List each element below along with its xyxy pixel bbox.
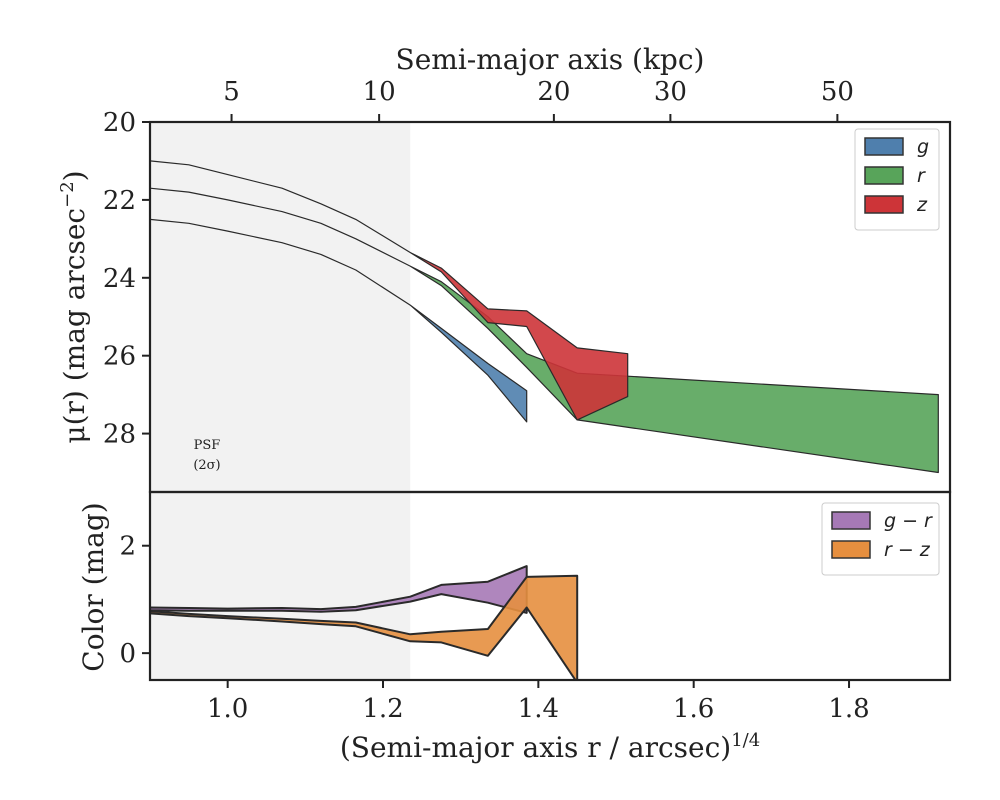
kpc-tick-label: 20 bbox=[537, 77, 570, 107]
y-axis-title-superscript: −2 bbox=[57, 181, 78, 208]
x-axis-title-main: (Semi-major axis r / arcsec) bbox=[340, 731, 731, 764]
color-y-tick-label: 0 bbox=[119, 639, 136, 669]
legend-label-r-z: r − z bbox=[884, 539, 931, 561]
bottom-y-axis-ticks: 02 bbox=[119, 532, 150, 669]
legend-label-z: z bbox=[916, 194, 928, 216]
y-tick-label: 24 bbox=[103, 264, 136, 294]
y-tick-label: 20 bbox=[103, 108, 136, 138]
bottom-legend: g − r r − z bbox=[821, 502, 940, 576]
top-x-axis-title: Semi-major axis (kpc) bbox=[396, 43, 705, 76]
legend-swatch-z bbox=[864, 195, 904, 214]
color-series bbox=[150, 565, 579, 680]
y-tick-label: 22 bbox=[103, 186, 136, 216]
psf-label-line-2: (2σ) bbox=[193, 458, 220, 473]
y-axis-title-main: μ(r) (mag arcsec bbox=[58, 208, 91, 444]
psf-shaded-region-bottom bbox=[150, 492, 411, 680]
legend-swatch-r-z bbox=[831, 540, 871, 559]
kpc-tick-label: 30 bbox=[654, 77, 687, 107]
legend-label-r: r bbox=[917, 165, 926, 187]
bottom-y-axis-title: Color (mag) bbox=[77, 502, 110, 671]
x-tick-label: 1.0 bbox=[207, 694, 248, 724]
y-tick-label: 26 bbox=[103, 342, 136, 372]
band-r bbox=[150, 187, 939, 474]
y-axis-title-tail: ) bbox=[58, 170, 91, 181]
band-g bbox=[150, 218, 528, 423]
kpc-tick-label: 10 bbox=[363, 77, 396, 107]
legend-swatch-r bbox=[864, 166, 904, 185]
legend-swatch-g-r bbox=[831, 511, 871, 530]
y-tick-label: 28 bbox=[103, 420, 136, 450]
x-tick-label: 1.8 bbox=[828, 694, 869, 724]
band-g-r bbox=[150, 565, 528, 614]
color-y-tick-label: 2 bbox=[119, 532, 136, 562]
band-r-z bbox=[150, 574, 579, 680]
x-tick-label: 1.6 bbox=[673, 694, 714, 724]
psf-label-line-1: PSF bbox=[194, 438, 221, 453]
top-legend: grz bbox=[854, 128, 940, 231]
bottom-x-axis-title: (Semi-major axis r / arcsec)1/4 bbox=[340, 730, 760, 764]
surface-brightness-series bbox=[150, 160, 939, 474]
x-tick-label: 1.2 bbox=[362, 694, 403, 724]
psf-shaded-region-top bbox=[150, 122, 411, 492]
legend-label-g-r: g − r bbox=[884, 510, 933, 532]
x-axis-title-superscript: 1/4 bbox=[731, 730, 760, 751]
x-tick-label: 1.4 bbox=[518, 694, 559, 724]
kpc-tick-label: 50 bbox=[821, 77, 854, 107]
legend-swatch-g bbox=[864, 137, 904, 156]
top-y-axis-ticks: 20 22 24 26 28 bbox=[103, 108, 150, 450]
top-y-axis-title: μ(r) (mag arcsec−2) bbox=[57, 170, 91, 443]
legend-label-g: g bbox=[917, 136, 929, 158]
bottom-panel-frame bbox=[148, 490, 952, 682]
top-x-axis-kpc-ticks: 5 10 20 30 50 bbox=[223, 77, 854, 122]
band-z bbox=[150, 160, 629, 421]
kpc-tick-label: 5 bbox=[223, 77, 240, 107]
bottom-x-axis-ticks: 1.0 1.2 1.4 1.6 1.8 bbox=[207, 680, 870, 724]
